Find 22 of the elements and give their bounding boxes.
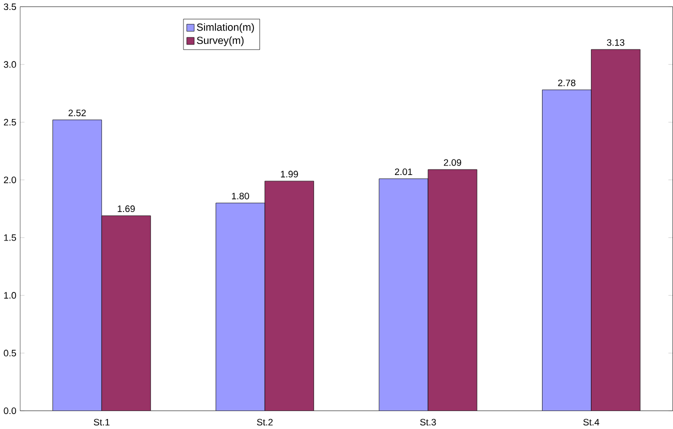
y-tick-label: 3.0	[4, 61, 16, 68]
data-label: 1.69	[118, 205, 135, 212]
data-label: 2.52	[68, 110, 86, 116]
y-tick-label: 1.5	[4, 234, 16, 241]
y-tick-label: 3.5	[4, 3, 16, 10]
y-tick-label: 2.0	[4, 176, 16, 184]
data-label: 2.78	[558, 80, 576, 86]
x-tick-label: St.1	[94, 418, 110, 426]
x-tick-label: St.3	[420, 418, 436, 426]
legend-label: Simlation(m)	[196, 23, 254, 33]
legend-label: Survey(m)	[196, 36, 244, 46]
data-label: 1.99	[280, 170, 298, 178]
y-tick-label: 0.5	[4, 350, 16, 356]
data-label: 2.09	[444, 159, 462, 166]
data-label: 2.01	[394, 168, 412, 176]
x-tick-label: St.2	[256, 418, 273, 426]
y-tick-label: 0.0	[4, 408, 16, 414]
data-label: 3.13	[606, 39, 624, 46]
y-tick-label: 1.0	[4, 292, 16, 299]
y-tick-label: 2.5	[4, 118, 16, 126]
x-tick-label: St.4	[583, 418, 600, 426]
data-label: 1.80	[232, 192, 250, 200]
